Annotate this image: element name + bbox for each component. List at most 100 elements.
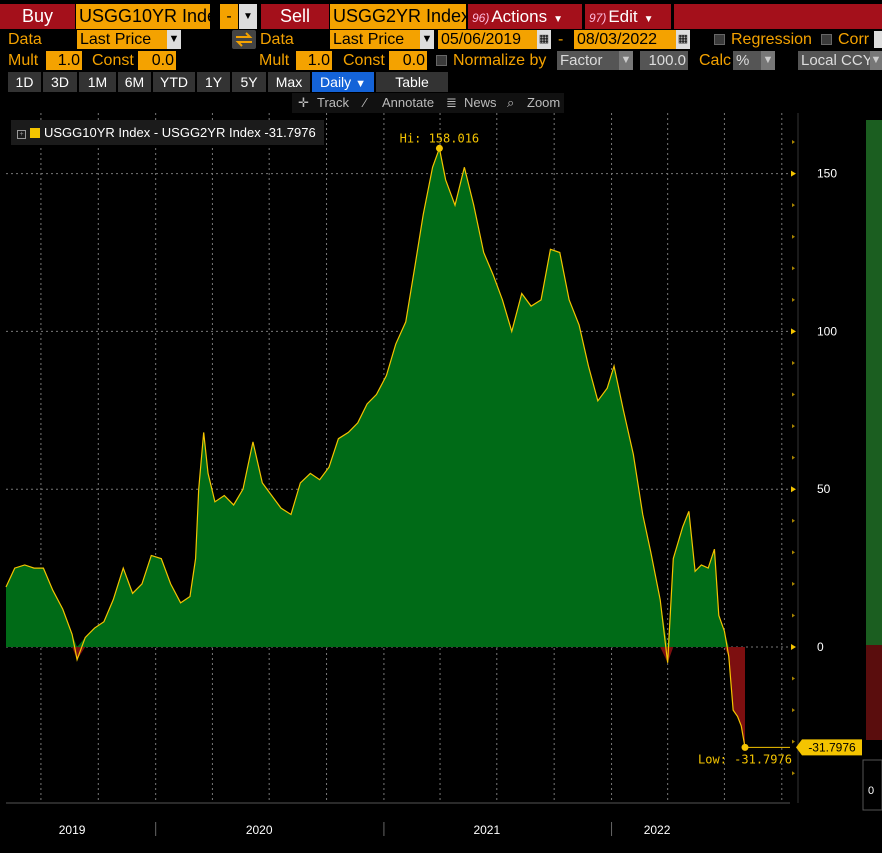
- news-tool-label[interactable]: News: [464, 95, 497, 110]
- last-value-label: -31.7976: [808, 740, 856, 754]
- track-tool-label[interactable]: Track: [317, 95, 350, 110]
- chevron-down-icon: ▼: [643, 14, 654, 25]
- hi-label: Hi: 158.016: [400, 131, 479, 145]
- y-tick-label: 50: [817, 482, 831, 496]
- period-tab-5y[interactable]: 5Y: [232, 72, 266, 92]
- y-minor-tick: [792, 234, 795, 239]
- calendar-icon[interactable]: ▦: [676, 30, 690, 49]
- y-minor-tick: [792, 424, 795, 429]
- end-date-input[interactable]: 08/03/2022: [574, 30, 676, 49]
- period-tab-6m[interactable]: 6M: [118, 72, 151, 92]
- y-tick-marker: [791, 486, 796, 493]
- period-tab-max[interactable]: Max: [268, 72, 310, 92]
- y-minor-tick: [792, 203, 795, 208]
- legend-swatch: [30, 128, 40, 138]
- normalize-method-select[interactable]: Factor: [557, 51, 619, 70]
- actions-menu[interactable]: 96) Actions ▼: [468, 4, 582, 29]
- chevron-down-icon[interactable]: ▼: [870, 51, 882, 70]
- buy-ticker-input[interactable]: USGG10YR Index: [76, 4, 210, 29]
- period-tab-1d[interactable]: 1D: [8, 72, 41, 92]
- mult2-input[interactable]: 1.0: [296, 51, 332, 70]
- positive-area: [6, 148, 745, 648]
- y-minor-tick: [792, 676, 795, 681]
- actions-menu-label: Actions: [491, 7, 548, 26]
- x-tick-label: 2021: [473, 823, 500, 837]
- normalize-label: Normalize by: [453, 52, 547, 69]
- frequency-select[interactable]: Daily ▼: [312, 72, 374, 92]
- const1-input[interactable]: 0.0: [138, 51, 176, 70]
- spread-operator-dropdown-icon[interactable]: ▼: [239, 4, 257, 29]
- calendar-icon[interactable]: ▦: [537, 30, 551, 49]
- y-minor-tick: [792, 297, 795, 302]
- expand-icon[interactable]: +: [17, 130, 26, 139]
- data2-field-select[interactable]: Last Price: [330, 30, 420, 49]
- hi-marker: [435, 144, 443, 152]
- mult1-label: Mult: [8, 52, 39, 69]
- period-tab-1m[interactable]: 1M: [79, 72, 116, 92]
- currency-select[interactable]: Local CCY: [798, 51, 870, 70]
- chevron-down-icon[interactable]: ▼: [167, 30, 181, 49]
- chart-areas: [5, 146, 746, 748]
- start-date-input[interactable]: 05/06/2019: [438, 30, 537, 49]
- data-settings-row: Data Last Price ▼ Data Last Price ▼ 05/0…: [0, 30, 882, 50]
- y-minor-tick: [792, 550, 795, 555]
- chart-legend[interactable]: + USGG10YR Index - USGG2YR Index -31.7976: [11, 120, 324, 145]
- y-minor-tick: [792, 455, 795, 460]
- zoom-tool-label[interactable]: Zoom: [527, 95, 561, 110]
- sell-ticker-input[interactable]: USGG2YR Index: [330, 4, 466, 29]
- period-tab-3d[interactable]: 3D: [43, 72, 77, 92]
- frequency-label: Daily: [320, 74, 352, 90]
- const2-input[interactable]: 0.0: [389, 51, 427, 70]
- mult1-input[interactable]: 1.0: [46, 51, 82, 70]
- calc-label: Calc: [699, 52, 732, 69]
- mult2-label: Mult: [259, 52, 290, 69]
- crosshair-icon[interactable]: ✛: [298, 95, 309, 110]
- y-minor-tick: [792, 613, 795, 618]
- y-tick-marker: [791, 328, 796, 335]
- y-minor-tick: [792, 771, 795, 776]
- swap-icon[interactable]: [232, 30, 256, 49]
- edit-menu[interactable]: 97) Edit ▼: [585, 4, 671, 29]
- y-minor-tick: [792, 518, 795, 523]
- y-minor-tick: [792, 140, 795, 145]
- y-tick-marker: [791, 170, 796, 177]
- chevron-down-icon: ▼: [355, 78, 366, 90]
- y-tick-marker: [791, 644, 796, 650]
- y-minor-tick: [792, 739, 795, 744]
- news-icon[interactable]: ≣: [446, 95, 457, 110]
- corr-checkbox[interactable]: [821, 34, 832, 45]
- data1-label: Data: [8, 31, 42, 48]
- chevron-down-icon[interactable]: ▼: [761, 51, 775, 70]
- scaling-settings-row: Mult 1.0 Const 0.0 Mult 1.0 Const 0.0 No…: [0, 51, 882, 71]
- side-panel-negative: [866, 645, 882, 740]
- x-tick-label: 2022: [644, 823, 671, 837]
- spread-operator-select[interactable]: -: [220, 4, 238, 29]
- negative-area: [6, 647, 745, 748]
- period-tabs-row: 1D 3D 1M 6M YTD 1Y 5Y Max Daily ▼ Table: [0, 72, 882, 92]
- edit-menu-number: 97): [589, 11, 607, 25]
- chart-marks: Hi: 158.016 Low: -31.7976: [400, 131, 792, 766]
- pencil-icon[interactable]: ∕: [364, 95, 367, 110]
- calc-select[interactable]: %: [733, 51, 761, 70]
- security-toolbar: Buy USGG10YR Index - ▼ Sell USGG2YR Inde…: [0, 4, 882, 29]
- magnifier-icon[interactable]: ⌕: [507, 95, 515, 110]
- y-minor-tick: [792, 708, 795, 713]
- const1-label: Const: [92, 52, 134, 69]
- series-line: [5, 146, 746, 748]
- period-tab-ytd[interactable]: YTD: [153, 72, 195, 92]
- normalize-checkbox[interactable]: [436, 55, 447, 66]
- const2-label: Const: [343, 52, 385, 69]
- data1-field-select[interactable]: Last Price: [77, 30, 167, 49]
- table-view-button[interactable]: Table: [376, 72, 448, 92]
- y-tick-label: 100: [817, 324, 837, 338]
- factor-input[interactable]: 100.0: [640, 51, 688, 70]
- side-panel-zero-label: 0: [868, 785, 874, 797]
- chevron-down-icon[interactable]: ▼: [420, 30, 434, 49]
- chevron-down-icon[interactable]: ▼: [619, 51, 633, 70]
- regression-checkbox[interactable]: [714, 34, 725, 45]
- legend-text: USGG10YR Index - USGG2YR Index -31.7976: [44, 125, 316, 140]
- annotate-tool-label[interactable]: Annotate: [382, 95, 435, 110]
- period-tab-1y[interactable]: 1Y: [197, 72, 230, 92]
- corr-extra-box[interactable]: [874, 31, 882, 48]
